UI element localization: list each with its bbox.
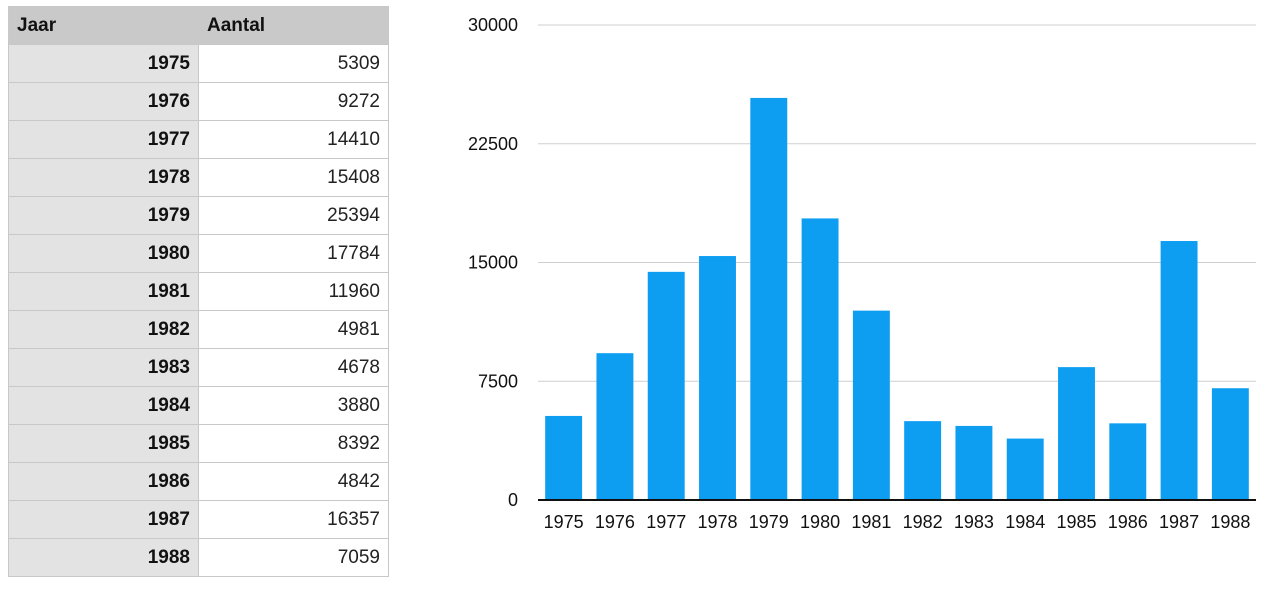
count-cell: 14410 <box>198 120 389 159</box>
x-tick-label: 1977 <box>646 512 686 532</box>
table-row: 1977 14410 <box>8 120 389 159</box>
data-table: Jaar Aantal 1975 5309 1976 9272 1977 14410 197… <box>8 6 389 577</box>
year-cell: 1986 <box>8 462 199 501</box>
table-row: 1982 4981 <box>8 310 389 349</box>
x-tick-label: 1984 <box>1005 512 1045 532</box>
year-cell: 1983 <box>8 348 199 387</box>
table-row: 1983 4678 <box>8 348 389 387</box>
y-tick-label: 0 <box>508 490 518 510</box>
table-row: 1988 7059 <box>8 538 389 577</box>
x-tick-label: 1987 <box>1159 512 1199 532</box>
table-row: 1980 17784 <box>8 234 389 273</box>
table-row: 1979 25394 <box>8 196 389 235</box>
bar-1987 <box>1160 241 1198 500</box>
count-cell: 25394 <box>198 196 389 235</box>
year-cell: 1984 <box>8 386 199 425</box>
count-cell: 4678 <box>198 348 389 387</box>
bar-1975 <box>545 415 583 500</box>
x-tick-label: 1975 <box>544 512 584 532</box>
year-cell: 1975 <box>8 44 199 83</box>
bar-1985 <box>1058 367 1095 500</box>
bar-1984 <box>1006 438 1044 500</box>
count-cell: 15408 <box>198 158 389 197</box>
x-tick-label: 1983 <box>954 512 994 532</box>
count-cell: 11960 <box>198 272 389 311</box>
year-cell: 1988 <box>8 538 199 577</box>
header-aantal: Aantal <box>198 6 389 45</box>
year-cell: 1980 <box>8 234 199 273</box>
table-row: 1976 9272 <box>8 82 389 121</box>
year-cell: 1977 <box>8 120 199 159</box>
count-cell: 7059 <box>198 538 389 577</box>
year-cell: 1987 <box>8 500 199 539</box>
count-cell: 8392 <box>198 424 389 463</box>
table-row: 1984 3880 <box>8 386 389 425</box>
x-tick-label: 1981 <box>851 512 891 532</box>
bar-chart: 0 7500 15000 22500 30000 1975 1976 1977 1978 1979… <box>468 15 1256 532</box>
table-row: 1975 5309 <box>8 44 389 83</box>
count-cell: 4981 <box>198 310 389 349</box>
table-row: 1981 11960 <box>8 272 389 311</box>
count-cell: 16357 <box>198 500 389 539</box>
data-table-container: Jaar Aantal 1975 5309 1976 9272 1977 14410 197… <box>8 6 389 577</box>
y-tick-label: 7500 <box>478 371 518 391</box>
count-cell: 5309 <box>198 44 389 83</box>
year-cell: 1979 <box>8 196 199 235</box>
bar-1977 <box>647 271 685 500</box>
bar-1980 <box>801 218 839 501</box>
count-cell: 3880 <box>198 386 389 425</box>
bar-1988 <box>1211 388 1249 500</box>
bar-1983 <box>955 425 993 500</box>
bar-1986 <box>1109 423 1147 500</box>
table-row: 1987 16357 <box>8 500 389 539</box>
x-tick-label: 1976 <box>595 512 635 532</box>
bar-1979 <box>750 97 788 500</box>
x-tick-label: 1985 <box>1056 512 1096 532</box>
table-row: 1978 15408 <box>8 158 389 197</box>
x-tick-label: 1980 <box>800 512 840 532</box>
table-body: 1975 5309 1976 9272 1977 14410 1978 15408 1979 25… <box>8 44 389 577</box>
y-tick-label: 30000 <box>468 15 518 35</box>
bar-1981 <box>852 310 890 500</box>
year-cell: 1982 <box>8 310 199 349</box>
count-cell: 17784 <box>198 234 389 273</box>
table-row: 1986 4842 <box>8 462 389 501</box>
x-tick-label: 1988 <box>1210 512 1250 532</box>
x-tick-label: 1978 <box>697 512 737 532</box>
table-header-row: Jaar Aantal <box>8 6 389 45</box>
y-tick-label: 22500 <box>468 134 518 154</box>
table-row: 1985 8392 <box>8 424 389 463</box>
bar-1982 <box>904 421 942 500</box>
x-tick-label: 1982 <box>903 512 943 532</box>
y-tick-label: 15000 <box>468 253 518 273</box>
year-cell: 1976 <box>8 82 199 121</box>
year-cell: 1981 <box>8 272 199 311</box>
bar-1978 <box>699 256 736 500</box>
bar-chart-container: 0 7500 15000 22500 30000 1975 1976 1977 1978 1979… <box>440 0 1284 600</box>
x-tick-label: 1979 <box>749 512 789 532</box>
x-tick-label: 1986 <box>1108 512 1148 532</box>
year-cell: 1985 <box>8 424 199 463</box>
count-cell: 9272 <box>198 82 389 121</box>
year-cell: 1978 <box>8 158 199 197</box>
count-cell: 4842 <box>198 462 389 501</box>
bar-1976 <box>596 353 634 500</box>
header-jaar: Jaar <box>8 6 199 45</box>
